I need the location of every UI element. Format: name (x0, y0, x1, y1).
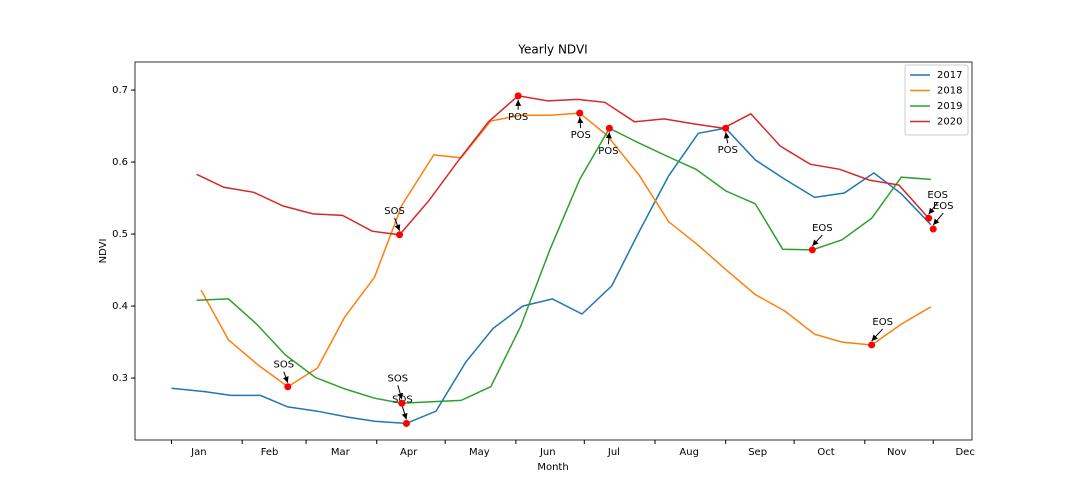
x-tick-label: Jul (607, 447, 620, 458)
annotation-point (808, 246, 816, 254)
x-tick-label: Feb (261, 447, 279, 458)
annotation-arrow (605, 132, 612, 145)
legend-label: 2017 (937, 70, 962, 81)
annotation-point (722, 124, 730, 132)
annotation-point (605, 124, 613, 132)
x-tick-label: Oct (817, 447, 834, 458)
x-tick-label: Sep (748, 447, 767, 458)
x-tick-label: Jun (539, 447, 556, 458)
legend-box (904, 64, 969, 136)
annotation-point (576, 109, 584, 117)
annotation-arrow (932, 212, 944, 226)
annotation-label: SOS (274, 360, 295, 371)
x-tick-label: Jan (190, 447, 206, 458)
x-tick-label: Mar (331, 447, 351, 458)
y-tick-label: 0.4 (112, 301, 128, 312)
annotation-label: EOS (872, 317, 893, 328)
annotation-arrow (577, 117, 584, 129)
annotation-label: POS (598, 146, 618, 157)
annotation-label: POS (508, 112, 528, 123)
axes-frame (134, 61, 973, 441)
x-axis-label: Month (537, 462, 568, 473)
y-tick-label: 0.5 (112, 229, 128, 240)
annotation-point (396, 231, 404, 239)
line-series (196, 95, 930, 236)
annotation-point (514, 92, 522, 100)
annotation-label: EOS (812, 223, 833, 234)
line-series (171, 127, 932, 425)
annotation-arrow (723, 132, 730, 144)
annotation-point (929, 225, 937, 233)
annotation-point (868, 341, 876, 349)
annotation-point (402, 419, 410, 427)
annotation-point (925, 214, 933, 222)
x-tick-label: May (469, 447, 490, 458)
y-tick-label: 0.7 (112, 85, 128, 96)
line-series (196, 127, 931, 405)
annotation-label: SOS (388, 373, 409, 384)
annotation-label: EOS (933, 201, 954, 212)
annotation-arrow (397, 385, 404, 400)
annotation-point (284, 383, 292, 391)
y-axis-label: NDVI (98, 239, 109, 264)
chart-title: Yearly NDVI (517, 43, 587, 57)
annotation-arrow (871, 328, 884, 342)
annotation-label: POS (718, 145, 738, 156)
annotation-arrow (928, 201, 939, 215)
annotation-label: POS (571, 130, 591, 141)
line-series (200, 112, 932, 388)
annotation-arrow (811, 234, 823, 247)
annotation-label: EOS (927, 190, 948, 201)
x-tick-label: Aug (679, 447, 699, 458)
annotation-arrow (401, 406, 408, 420)
legend-label: 2018 (937, 86, 962, 97)
annotation-arrow (394, 217, 401, 231)
legend-label: 2020 (937, 117, 962, 128)
annotation-point (398, 399, 406, 407)
y-tick-label: 0.3 (112, 373, 128, 384)
x-tick-label: Dec (955, 447, 974, 458)
annotation-arrow (282, 371, 289, 383)
y-tick-label: 0.6 (112, 157, 128, 168)
x-tick-label: Nov (887, 447, 907, 458)
annotation-label: SOS (384, 206, 405, 217)
x-tick-label: Apr (400, 447, 418, 458)
legend-label: 2019 (937, 101, 962, 112)
